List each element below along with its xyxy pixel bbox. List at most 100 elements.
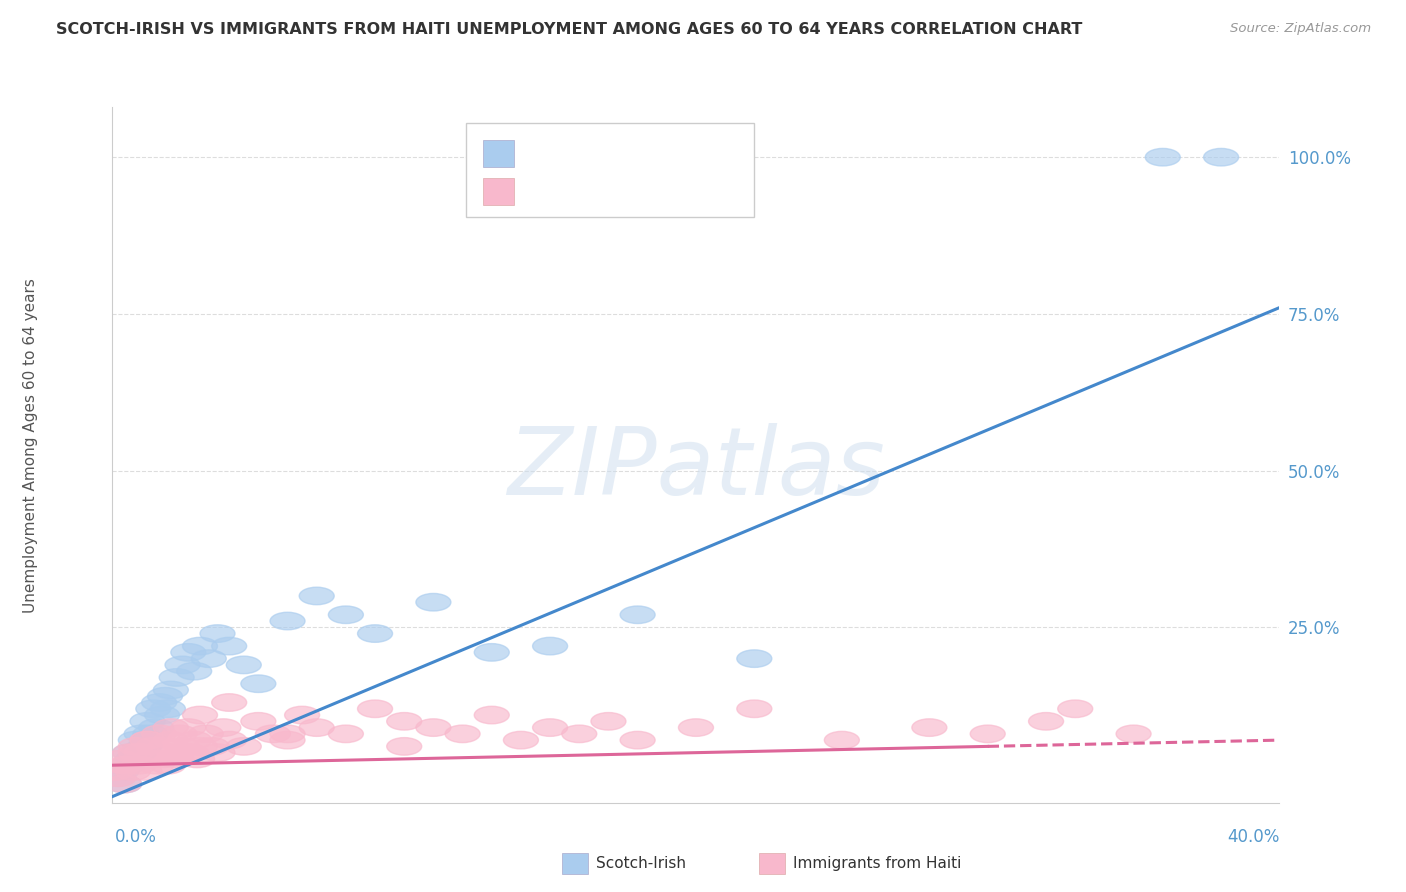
Ellipse shape: [180, 750, 215, 768]
Ellipse shape: [121, 744, 156, 762]
Ellipse shape: [159, 750, 194, 768]
Text: Unemployment Among Ages 60 to 64 years: Unemployment Among Ages 60 to 64 years: [24, 278, 38, 614]
Ellipse shape: [129, 731, 165, 749]
Text: Scotch-Irish: Scotch-Irish: [596, 856, 686, 871]
Ellipse shape: [387, 713, 422, 730]
Ellipse shape: [240, 713, 276, 730]
Ellipse shape: [104, 750, 139, 768]
Ellipse shape: [145, 750, 180, 768]
Ellipse shape: [118, 744, 153, 762]
Ellipse shape: [183, 637, 218, 655]
Ellipse shape: [129, 731, 165, 749]
Ellipse shape: [1204, 148, 1239, 166]
Ellipse shape: [212, 637, 246, 655]
Ellipse shape: [112, 744, 148, 762]
Ellipse shape: [118, 738, 153, 756]
Ellipse shape: [115, 750, 150, 768]
Text: R = 0.679   N = 40: R = 0.679 N = 40: [524, 145, 710, 162]
Ellipse shape: [329, 606, 363, 624]
Ellipse shape: [136, 700, 172, 717]
Ellipse shape: [270, 612, 305, 630]
Ellipse shape: [256, 725, 291, 743]
Ellipse shape: [183, 706, 218, 723]
Ellipse shape: [145, 706, 180, 723]
Ellipse shape: [912, 719, 946, 737]
Ellipse shape: [159, 669, 194, 686]
Ellipse shape: [139, 756, 174, 774]
Ellipse shape: [107, 756, 142, 774]
Ellipse shape: [172, 644, 205, 661]
Ellipse shape: [134, 750, 167, 768]
Ellipse shape: [970, 725, 1005, 743]
Ellipse shape: [446, 725, 479, 743]
Ellipse shape: [124, 725, 159, 743]
Ellipse shape: [474, 706, 509, 723]
Ellipse shape: [129, 713, 165, 730]
Ellipse shape: [679, 719, 713, 737]
Ellipse shape: [329, 725, 363, 743]
Ellipse shape: [240, 675, 276, 692]
Text: 0.0%: 0.0%: [115, 828, 157, 846]
Ellipse shape: [118, 731, 153, 749]
Ellipse shape: [136, 738, 172, 756]
Ellipse shape: [226, 657, 262, 673]
Ellipse shape: [101, 769, 136, 787]
Ellipse shape: [127, 763, 162, 780]
Ellipse shape: [620, 606, 655, 624]
Ellipse shape: [1146, 148, 1180, 166]
Ellipse shape: [162, 725, 197, 743]
Ellipse shape: [284, 706, 319, 723]
Ellipse shape: [148, 688, 183, 705]
Text: Immigrants from Haiti: Immigrants from Haiti: [793, 856, 962, 871]
Ellipse shape: [416, 719, 451, 737]
Ellipse shape: [156, 744, 191, 762]
Ellipse shape: [165, 738, 200, 756]
Ellipse shape: [153, 719, 188, 737]
Ellipse shape: [1116, 725, 1152, 743]
Ellipse shape: [205, 719, 240, 737]
Ellipse shape: [98, 763, 134, 780]
Ellipse shape: [270, 731, 305, 749]
Ellipse shape: [357, 700, 392, 717]
Ellipse shape: [299, 719, 335, 737]
Ellipse shape: [150, 756, 186, 774]
Ellipse shape: [107, 775, 142, 793]
Ellipse shape: [620, 731, 655, 749]
Ellipse shape: [134, 725, 167, 743]
Ellipse shape: [104, 763, 139, 780]
Ellipse shape: [188, 725, 224, 743]
Text: Source: ZipAtlas.com: Source: ZipAtlas.com: [1230, 22, 1371, 36]
Ellipse shape: [167, 744, 202, 762]
Text: SCOTCH-IRISH VS IMMIGRANTS FROM HAITI UNEMPLOYMENT AMONG AGES 60 TO 64 YEARS COR: SCOTCH-IRISH VS IMMIGRANTS FROM HAITI UN…: [56, 22, 1083, 37]
Ellipse shape: [127, 738, 162, 756]
Ellipse shape: [142, 694, 177, 711]
Ellipse shape: [1029, 713, 1063, 730]
Ellipse shape: [172, 719, 205, 737]
Text: 40.0%: 40.0%: [1227, 828, 1279, 846]
Ellipse shape: [212, 731, 246, 749]
Ellipse shape: [357, 624, 392, 642]
Ellipse shape: [416, 593, 451, 611]
Ellipse shape: [121, 756, 156, 774]
Ellipse shape: [194, 738, 229, 756]
Ellipse shape: [165, 657, 200, 673]
Ellipse shape: [212, 694, 246, 711]
Ellipse shape: [150, 700, 186, 717]
Ellipse shape: [1057, 700, 1092, 717]
Ellipse shape: [177, 731, 212, 749]
Ellipse shape: [110, 756, 145, 774]
Ellipse shape: [562, 725, 596, 743]
Ellipse shape: [533, 637, 568, 655]
Ellipse shape: [299, 587, 335, 605]
Ellipse shape: [226, 738, 262, 756]
Ellipse shape: [110, 756, 145, 774]
Ellipse shape: [115, 763, 150, 780]
Ellipse shape: [474, 644, 509, 661]
Ellipse shape: [124, 744, 159, 762]
Ellipse shape: [142, 725, 177, 743]
Ellipse shape: [191, 650, 226, 667]
Text: R = 0.095   N = 68: R = 0.095 N = 68: [524, 183, 710, 201]
Ellipse shape: [200, 744, 235, 762]
Ellipse shape: [139, 719, 174, 737]
Ellipse shape: [591, 713, 626, 730]
